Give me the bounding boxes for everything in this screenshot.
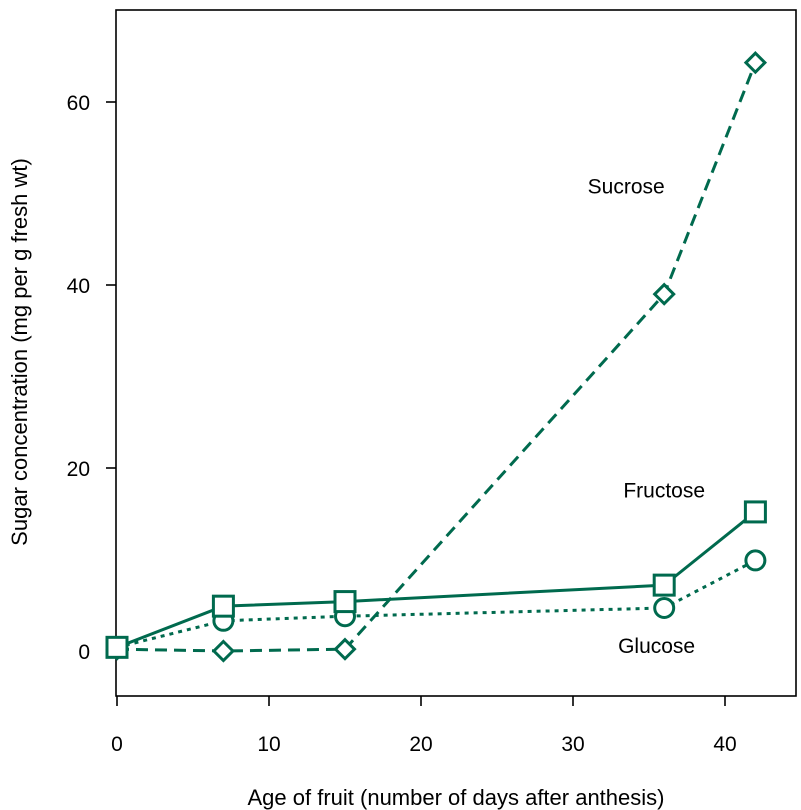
fructose-point [652,573,676,597]
series-layer [105,51,768,663]
y-axis: 0 20 40 60 [67,92,116,664]
fructose-label: Fructose [623,479,705,502]
x-tick-label: 30 [561,733,584,756]
sucrose-point [652,282,676,306]
sucrose-point [333,637,357,661]
sucrose-point [743,51,768,75]
y-tick-label: 40 [67,275,90,298]
glucose-label: Glucose [618,635,695,658]
fructose-point [105,635,129,659]
fructose-point [333,590,357,614]
x-axis-label: Age of fruit (number of days after anthe… [248,785,665,810]
sucrose-label: Sucrose [588,176,665,199]
x-tick-label: 20 [409,733,432,756]
glucose-point [744,549,767,572]
x-tick-label: 0 [111,733,123,756]
fructose-point [743,500,767,524]
glucose-point [653,596,676,619]
sucrose-point [211,639,236,663]
x-axis: 0 10 20 30 40 [111,696,737,756]
x-tick-label: 10 [257,733,280,756]
sucrose-line [116,62,757,653]
plot-frame [115,9,797,697]
y-tick-label: 60 [67,92,90,115]
glucose-line [116,559,757,649]
fructose-point [211,594,235,618]
y-tick-label: 20 [67,458,90,481]
y-tick-label: 0 [78,641,90,664]
y-axis-label: Sugar concentration (mg per g fresh wt) [7,158,32,546]
series-labels: Glucose Sucrose Fructose [588,176,705,658]
x-tick-label: 40 [713,733,736,756]
